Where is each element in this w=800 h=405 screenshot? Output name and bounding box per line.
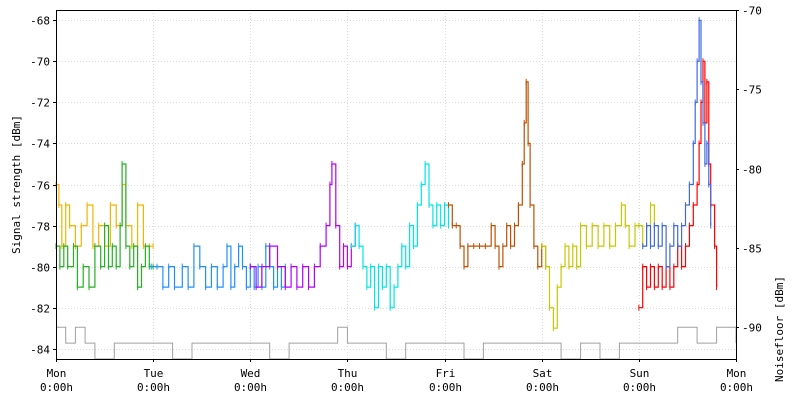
x-tick-label-day: Mon bbox=[727, 367, 747, 380]
x-tick-label-time: 0:00h bbox=[40, 381, 73, 394]
y-tick-label: -78 bbox=[30, 221, 50, 234]
y-tick-label: -70 bbox=[30, 56, 50, 69]
signal-series bbox=[55, 17, 718, 332]
x-tick-label-day: Thu bbox=[338, 367, 358, 380]
signal-line bbox=[56, 163, 154, 288]
signal-line bbox=[541, 204, 655, 329]
x-axis: Mon0:00hTue0:00hWed0:00hThu0:00hFri0:00h… bbox=[40, 359, 753, 394]
grid bbox=[56, 10, 736, 359]
y2-tick-label: -75 bbox=[742, 84, 762, 97]
plot-area bbox=[56, 10, 736, 359]
x-tick-label-day: Tue bbox=[144, 367, 164, 380]
x-tick-label-time: 0:00h bbox=[429, 381, 462, 394]
y-axis-left: -68 -70 -72 -74 -76 -78 -80 -82 -84 bbox=[30, 15, 56, 357]
y-tick-label: -76 bbox=[30, 180, 50, 193]
y-tick-label: -68 bbox=[30, 15, 50, 28]
x-tick-label-time: 0:00h bbox=[623, 381, 656, 394]
y2-tick-label: -85 bbox=[742, 243, 762, 256]
y2-axis-label: Noisefloor [dBm] bbox=[773, 276, 786, 382]
y2-tick-label: -90 bbox=[742, 322, 762, 335]
x-tick-label-day: Mon bbox=[47, 367, 67, 380]
signal-line bbox=[448, 81, 547, 268]
noisefloor-series bbox=[56, 326, 737, 360]
y-tick-label: -80 bbox=[30, 262, 50, 275]
y2-tick-label: -80 bbox=[742, 164, 762, 177]
x-tick-label-time: 0:00h bbox=[331, 381, 364, 394]
y2-tick-label: -70 bbox=[742, 5, 762, 18]
plot-frame bbox=[56, 10, 737, 360]
y-axis-label: Signal strength [dBm] bbox=[10, 115, 23, 254]
y-axis-right: -70 -75 -80 -85 -90 bbox=[736, 5, 762, 335]
x-tick-label-time: 0:00h bbox=[526, 381, 559, 394]
x-tick-label-time: 0:00h bbox=[720, 381, 753, 394]
signal-line bbox=[151, 245, 251, 288]
noisefloor-line bbox=[56, 326, 737, 360]
signal-line bbox=[351, 163, 450, 309]
x-tick-label-day: Fri bbox=[436, 367, 456, 380]
y-tick-label: -72 bbox=[30, 97, 50, 110]
y-tick-label: -74 bbox=[30, 138, 50, 151]
y-tick-label: -82 bbox=[30, 303, 50, 316]
x-tick-label-time: 0:00h bbox=[234, 381, 267, 394]
x-tick-label-day: Sat bbox=[533, 367, 553, 380]
x-tick-label-day: Wed bbox=[241, 367, 261, 380]
x-tick-label-time: 0:00h bbox=[137, 381, 170, 394]
x-tick-label-day: Sun bbox=[630, 367, 650, 380]
y-tick-label: -84 bbox=[30, 344, 50, 357]
